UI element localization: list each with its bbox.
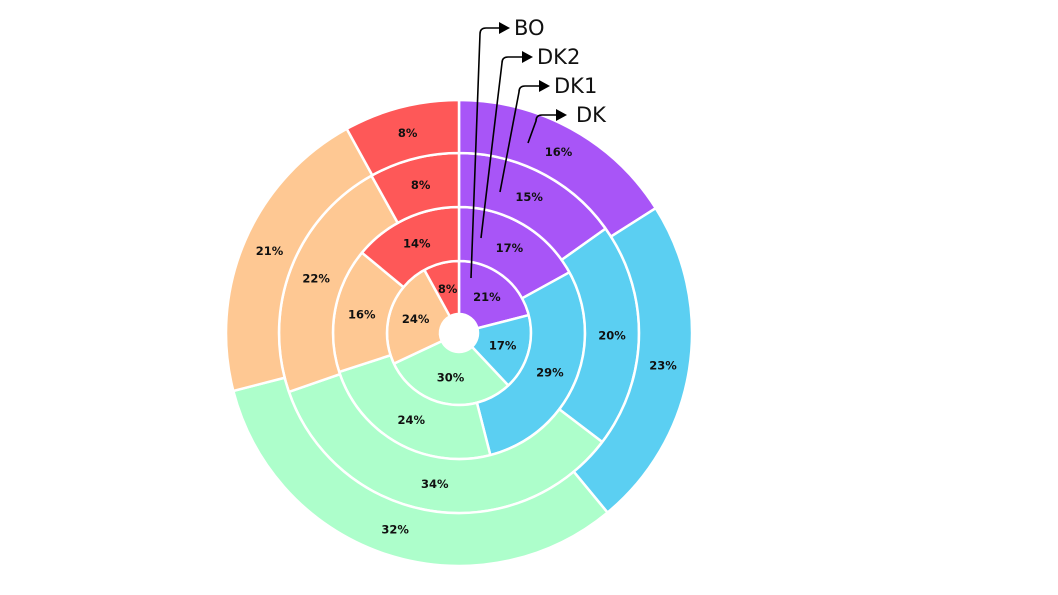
ring-label-dk2: DK2 [537,45,580,69]
pct-label-dk2-red: 14% [403,236,431,250]
pct-label-dk2-green: 24% [398,413,426,427]
arrow-head-icon [522,51,533,63]
arrow-head-icon [539,80,550,92]
slice-dk-red [345,98,461,177]
pct-label-dk2-orange: 16% [348,307,376,321]
leader-line-dk1 [499,85,540,193]
pct-label-dk-orange: 21% [256,244,284,258]
arrow-head-icon [556,109,567,121]
percent-labels-layer: 21% 17% 30% 24% 8% 17% 29% 24% 16% 14% 15% 20% 34% 22… [256,126,678,536]
pct-label-bo-red: 8% [438,282,458,296]
pct-label-dk-green: 32% [381,522,409,536]
ring-label-bo: BO [514,16,545,40]
leader-line-bo [470,27,500,279]
pct-label-dk1-blue: 20% [598,328,626,342]
pct-label-dk-purple: 16% [545,145,573,159]
pct-label-dk1-purple: 15% [515,190,543,204]
pct-label-dk2-blue: 29% [536,365,564,379]
pct-label-dk-blue: 23% [649,358,677,372]
slices-layer [224,98,694,568]
pct-label-bo-orange: 24% [402,312,430,326]
pct-label-dk-red: 8% [398,126,418,140]
pct-label-bo-green: 30% [437,371,465,385]
pct-label-dk2-purple: 17% [496,241,524,255]
ring-labels-layer: BO DK2 DK1 DK [470,16,607,279]
pct-label-bo-purple: 21% [473,290,501,304]
ring-label-dk: DK [576,103,607,127]
leader-line-dk [527,114,557,144]
ring-label-dk1: DK1 [554,74,597,98]
pct-label-dk1-orange: 22% [302,271,330,285]
arrow-head-icon [499,22,510,34]
pct-label-dk1-green: 34% [421,477,449,491]
pct-label-bo-blue: 17% [489,339,517,353]
leader-line-dk2 [480,56,523,239]
pct-label-dk1-red: 8% [411,178,431,192]
